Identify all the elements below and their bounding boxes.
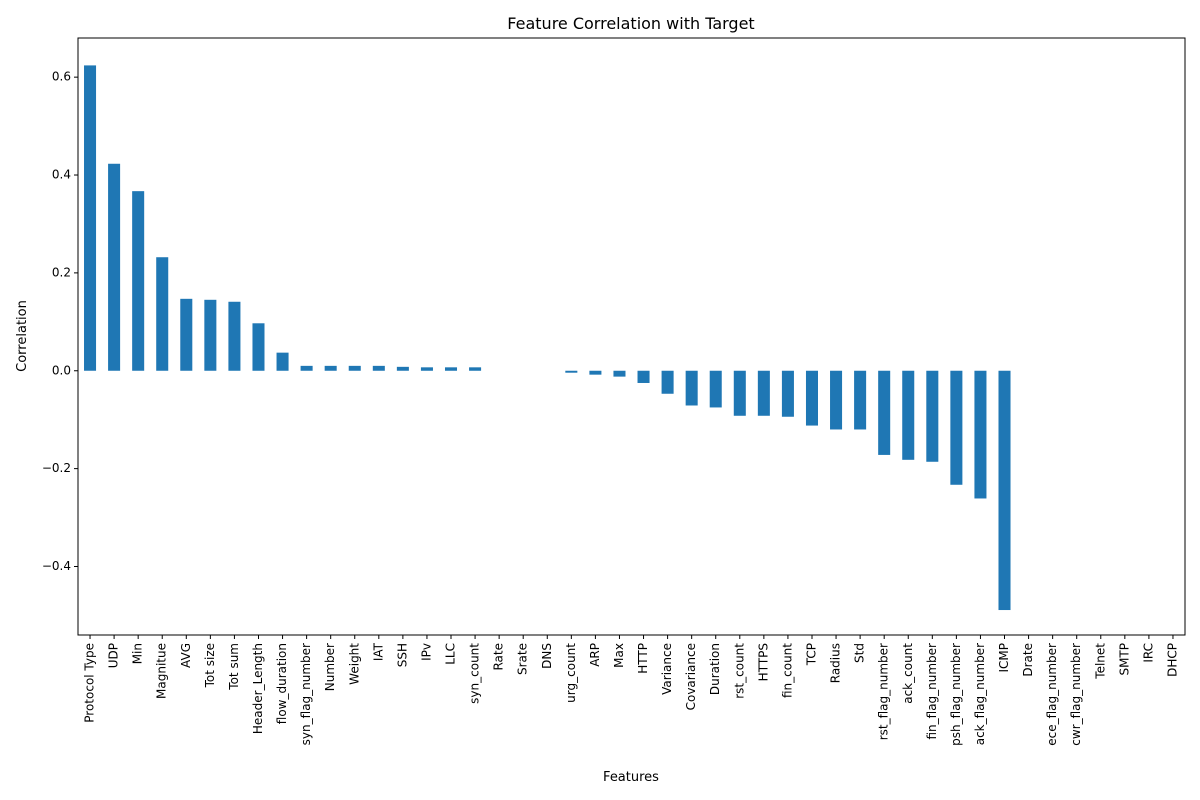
x-tick-label: syn_flag_number <box>299 643 313 745</box>
bar-avg <box>180 298 193 371</box>
x-tick-label: Weight <box>347 643 361 685</box>
x-tick-label: psh_flag_number <box>949 643 963 746</box>
x-tick-label: Std <box>853 643 867 663</box>
bar-syn-flag-number <box>300 365 313 371</box>
x-tick-label: Radius <box>829 643 843 683</box>
x-tick-label: AVG <box>179 643 193 668</box>
x-tick-label: TCP <box>804 643 818 666</box>
bar-tcp <box>805 370 818 426</box>
bar-ack-flag-number <box>974 370 987 499</box>
bar-http <box>637 370 650 383</box>
x-tick-label: IRC <box>1141 643 1155 663</box>
y-tick-label: 0.2 <box>52 265 71 279</box>
y-tick-label: 0.4 <box>52 168 71 182</box>
x-tick-label: IPv <box>419 643 433 661</box>
x-tick-label: Variance <box>660 643 674 695</box>
bar-duration <box>709 370 722 408</box>
bar-tot-sum <box>228 301 241 371</box>
bar-arp <box>589 370 602 375</box>
bar-series <box>84 65 1011 611</box>
x-axis-label: Features <box>603 770 659 785</box>
x-tick-label: ece_flag_number <box>1045 643 1059 746</box>
x-tick-label: Covariance <box>684 643 698 710</box>
x-tick-label: Rate <box>492 643 506 671</box>
x-tick-label: IAT <box>371 642 385 661</box>
y-axis: 0.6 0.4 0.2 0.0 −0.2 −0.4 <box>42 70 78 573</box>
x-tick-label: Header_Length <box>251 643 265 734</box>
x-tick-label: ack_count <box>901 643 915 704</box>
x-tick-label: Drate <box>1021 643 1035 677</box>
plot-frame <box>77 37 1186 636</box>
x-tick-label: ARP <box>588 643 602 667</box>
bar-fin-count <box>781 370 794 417</box>
bar-min <box>132 191 145 371</box>
x-tick-label: syn_count <box>468 643 482 704</box>
x-tick-label: fin_flag_number <box>925 643 939 740</box>
chart-title: Feature Correlation with Target <box>507 14 754 33</box>
bar-urg-count <box>565 370 578 373</box>
x-tick-label: flow_duration <box>275 643 289 724</box>
y-axis-label: Correlation <box>15 300 30 372</box>
bar-psh-flag-number <box>950 370 963 485</box>
bar-ipv <box>420 367 433 371</box>
x-tick-label: Tot size <box>203 643 217 688</box>
bar-ssh <box>396 366 409 371</box>
bar-flow-duration <box>276 352 289 371</box>
bar-fin-flag-number <box>926 370 939 462</box>
bar-magnitue <box>156 257 169 371</box>
x-tick-label: Srate <box>516 643 530 675</box>
x-tick-label: Telnet <box>1093 643 1107 680</box>
x-tick-label: Min <box>131 643 145 664</box>
bar-rst-flag-number <box>878 370 891 455</box>
x-tick-label: HTTPS <box>756 643 770 681</box>
x-tick-label: rst_flag_number <box>877 643 891 740</box>
bar-variance <box>661 370 674 394</box>
bar-icmp <box>998 370 1011 611</box>
x-tick-label: urg_count <box>564 643 578 703</box>
y-tick-label: 0.6 <box>52 70 71 84</box>
bar-covariance <box>685 370 698 406</box>
x-tick-label: SSH <box>395 643 409 667</box>
x-tick-label: Number <box>323 643 337 691</box>
x-tick-label: Max <box>612 643 626 668</box>
x-tick-label: DNS <box>540 643 554 669</box>
bar-weight <box>348 365 361 371</box>
x-tick-label: Duration <box>708 643 722 695</box>
x-tick-label: Tot sum <box>227 643 241 691</box>
y-tick-label: 0.0 <box>52 363 71 377</box>
bar-ack-count <box>902 370 915 460</box>
bar-syn-count <box>469 367 482 371</box>
bar-max <box>613 370 626 377</box>
x-tick-label: rst_count <box>732 643 746 699</box>
bar-protocol-type <box>84 65 97 371</box>
x-tick-label: ack_flag_number <box>973 643 987 745</box>
bar-https <box>757 370 770 416</box>
bar-number <box>324 365 337 371</box>
bar-radius <box>830 370 843 430</box>
bar-tot-size <box>204 299 217 371</box>
bar-std <box>854 370 867 430</box>
x-tick-label: Magnitue <box>155 643 169 699</box>
bar-llc <box>444 367 458 371</box>
x-tick-label: ICMP <box>997 643 1011 673</box>
x-tick-label: UDP <box>107 643 121 668</box>
x-tick-label: HTTP <box>636 643 650 674</box>
bar-udp <box>108 163 121 371</box>
y-tick-label: −0.4 <box>42 559 71 573</box>
x-tick-label: cwr_flag_number <box>1069 643 1083 746</box>
bar-rst-count <box>733 370 746 416</box>
bar-iat <box>372 365 385 371</box>
x-axis: Protocol Type UDP Min Magnitue AVG Tot size To… <box>83 635 1179 746</box>
x-tick-label: fin_count <box>780 643 794 698</box>
x-tick-label: DHCP <box>1165 643 1179 677</box>
x-tick-label: Protocol Type <box>83 643 97 723</box>
x-tick-label: LLC <box>444 643 458 665</box>
x-tick-label: SMTP <box>1117 643 1131 676</box>
bar-header-length <box>252 323 265 371</box>
y-tick-label: −0.2 <box>42 461 71 475</box>
